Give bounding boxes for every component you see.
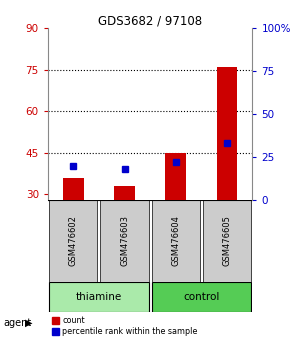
Text: GSM476605: GSM476605 (222, 215, 231, 266)
Text: GSM476602: GSM476602 (69, 215, 78, 266)
Text: ▶: ▶ (25, 318, 32, 328)
Text: GSM476603: GSM476603 (120, 215, 129, 266)
Bar (203, 200, 251, 281)
Bar (217, 67, 237, 200)
Bar (165, 153, 186, 200)
Bar (101, 200, 148, 281)
Bar (49, 200, 97, 281)
Text: thiamine: thiamine (76, 292, 122, 302)
Bar (152, 200, 200, 281)
Bar (152, 281, 251, 312)
Text: agent: agent (3, 318, 31, 328)
Bar (63, 178, 84, 200)
Text: GSM476604: GSM476604 (171, 215, 180, 266)
Legend: count, percentile rank within the sample: count, percentile rank within the sample (52, 316, 198, 336)
Bar (114, 186, 135, 200)
Bar (49, 281, 148, 312)
Text: control: control (183, 292, 219, 302)
Title: GDS3682 / 97108: GDS3682 / 97108 (98, 14, 202, 27)
